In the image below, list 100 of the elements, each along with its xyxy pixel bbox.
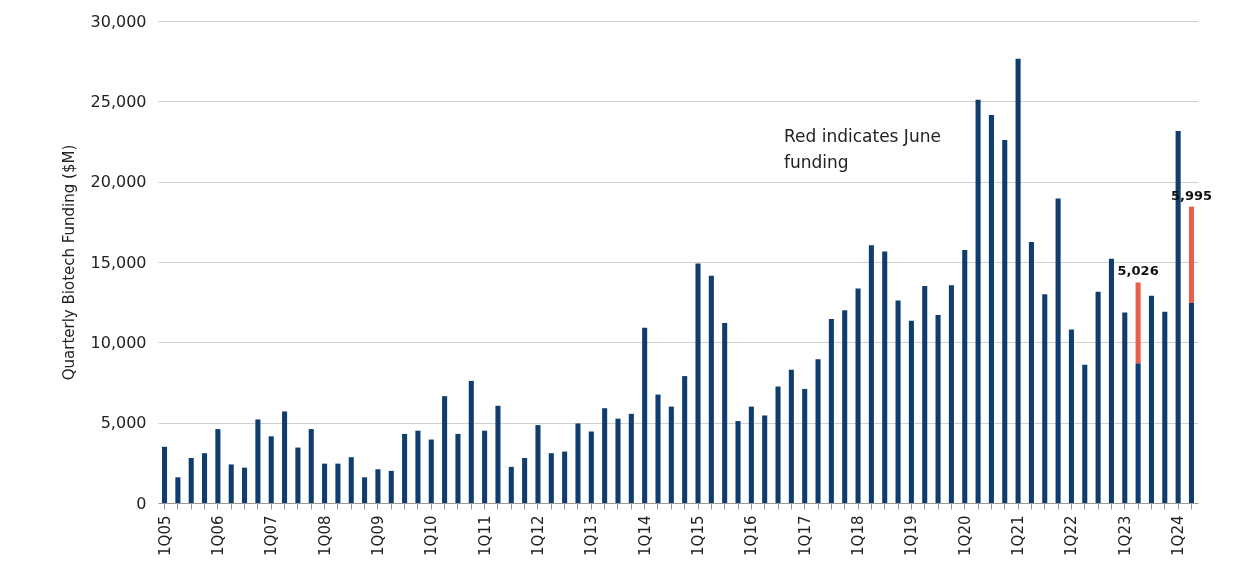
bar bbox=[375, 469, 381, 503]
x-tick-label: 1Q07 bbox=[262, 515, 281, 556]
x-tick-label: 1Q24 bbox=[1169, 515, 1188, 556]
bar bbox=[1095, 291, 1101, 503]
bar bbox=[1002, 139, 1008, 503]
x-tick-label: 1Q11 bbox=[475, 515, 494, 556]
bar bbox=[508, 466, 514, 503]
y-tick-label: 5,000 bbox=[100, 413, 147, 433]
y-tick-label: 20,000 bbox=[90, 172, 147, 192]
bar bbox=[922, 286, 928, 503]
bar bbox=[522, 458, 528, 503]
x-tick-label: 1Q18 bbox=[849, 515, 868, 556]
x-tick-label: 1Q12 bbox=[528, 515, 547, 556]
y-tick-label: 10,000 bbox=[90, 332, 147, 352]
bar bbox=[855, 288, 861, 503]
bar bbox=[1148, 295, 1154, 503]
x-tick-label: 1Q08 bbox=[315, 515, 334, 556]
x-tick-label: 1Q21 bbox=[1009, 515, 1028, 556]
bar bbox=[1135, 282, 1141, 364]
bar bbox=[1135, 363, 1141, 503]
bar bbox=[322, 463, 328, 503]
bar bbox=[868, 245, 874, 503]
bar bbox=[482, 430, 488, 503]
y-tick-label: 30,000 bbox=[90, 11, 147, 31]
x-tick-label: 1Q23 bbox=[1115, 515, 1134, 556]
bar bbox=[775, 386, 781, 503]
x-tick-label: 1Q14 bbox=[635, 515, 654, 556]
bar bbox=[815, 359, 821, 503]
bar bbox=[415, 430, 421, 503]
bar bbox=[842, 310, 848, 503]
y-tick-label: 15,000 bbox=[90, 252, 147, 272]
bar bbox=[802, 388, 808, 503]
bar bbox=[1042, 294, 1048, 503]
bar bbox=[335, 463, 341, 503]
bar bbox=[1122, 312, 1128, 503]
bar bbox=[495, 405, 501, 503]
bar bbox=[615, 418, 621, 503]
bar bbox=[628, 413, 634, 503]
x-tick-label: 1Q22 bbox=[1062, 515, 1081, 556]
bar bbox=[362, 477, 368, 503]
y-tick-label: 25,000 bbox=[90, 91, 147, 111]
bar bbox=[1015, 58, 1021, 503]
bar bbox=[562, 451, 568, 503]
bar bbox=[1082, 364, 1088, 503]
x-tick-label: 1Q17 bbox=[795, 515, 814, 556]
bar bbox=[762, 415, 768, 503]
bar bbox=[1055, 198, 1061, 503]
bar bbox=[202, 453, 208, 503]
bar bbox=[242, 467, 248, 503]
bar bbox=[175, 477, 181, 503]
bar bbox=[388, 470, 394, 503]
bar bbox=[282, 411, 288, 503]
x-tick-label: 1Q19 bbox=[902, 515, 921, 556]
x-tick-label: 1Q13 bbox=[582, 515, 601, 556]
bar bbox=[682, 376, 688, 503]
bar bbox=[642, 327, 648, 503]
bar bbox=[722, 323, 728, 503]
bar bbox=[1188, 302, 1194, 503]
bar bbox=[828, 319, 834, 503]
x-tick-label: 1Q05 bbox=[155, 515, 174, 556]
bar bbox=[162, 446, 168, 503]
x-tick-label: 1Q15 bbox=[689, 515, 708, 556]
bar bbox=[695, 263, 701, 503]
bar bbox=[1188, 206, 1194, 303]
x-tick-label: 1Q10 bbox=[422, 515, 441, 556]
y-tick-label: 0 bbox=[136, 493, 147, 513]
bar bbox=[428, 439, 434, 503]
bar bbox=[535, 425, 541, 503]
x-tick-label: 1Q16 bbox=[742, 515, 761, 556]
y-axis-title: Quarterly Biotech Funding ($M) bbox=[59, 144, 78, 381]
bar bbox=[548, 453, 554, 503]
bar bbox=[748, 406, 754, 503]
bar bbox=[455, 433, 461, 503]
bar bbox=[788, 369, 794, 503]
bar bbox=[588, 431, 594, 503]
x-tick-label: 1Q06 bbox=[208, 515, 227, 556]
x-tick-label: 1Q20 bbox=[955, 515, 974, 556]
bar bbox=[948, 285, 954, 503]
bar bbox=[468, 380, 474, 503]
bar bbox=[988, 114, 994, 503]
bar bbox=[962, 249, 968, 503]
bar bbox=[1162, 311, 1168, 503]
bar bbox=[735, 421, 741, 503]
bar bbox=[442, 396, 448, 503]
bar bbox=[255, 419, 261, 503]
bar bbox=[1108, 258, 1114, 503]
annotation: Red indicates June funding bbox=[784, 126, 941, 172]
x-tick-label: 1Q09 bbox=[368, 515, 387, 556]
bar bbox=[602, 408, 608, 503]
bar bbox=[215, 429, 221, 503]
bar bbox=[668, 406, 674, 503]
bar bbox=[228, 464, 234, 503]
bar bbox=[708, 275, 714, 503]
bar bbox=[975, 99, 981, 503]
bar bbox=[655, 394, 661, 503]
bar bbox=[882, 251, 888, 503]
bar bbox=[908, 320, 914, 503]
bar bbox=[1028, 241, 1034, 503]
bar bbox=[295, 447, 301, 503]
bar bbox=[402, 433, 408, 503]
